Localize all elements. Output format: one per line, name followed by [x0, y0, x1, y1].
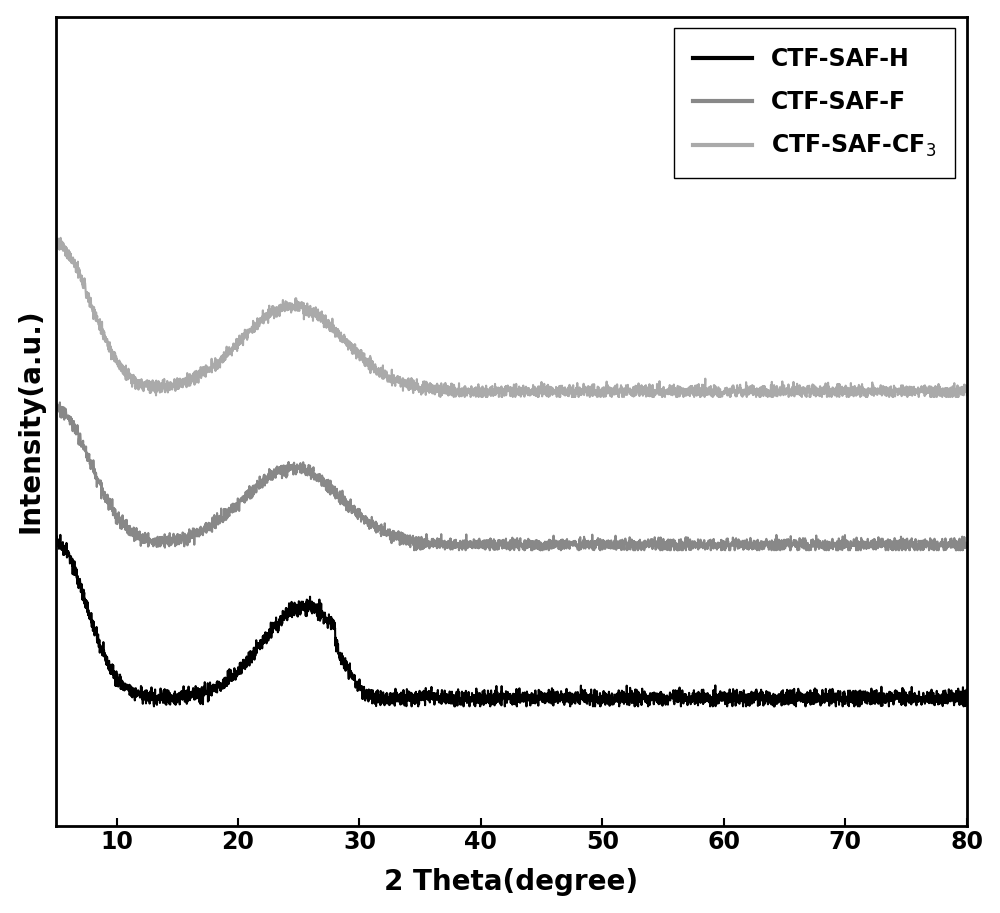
- CTF-SAF-CF$_3$: [448, 392, 460, 403]
- CTF-SAF-H: [933, 698, 945, 709]
- Line: CTF-SAF-H: CTF-SAF-H: [56, 535, 967, 707]
- CTF-SAF-F: [408, 545, 420, 556]
- Line: CTF-SAF-F: CTF-SAF-F: [56, 403, 967, 551]
- CTF-SAF-CF$_3$: [50, 236, 62, 247]
- CTF-SAF-CF$_3$: [483, 386, 495, 397]
- CTF-SAF-F: [483, 542, 495, 553]
- CTF-SAF-F: [712, 537, 724, 548]
- CTF-SAF-F: [433, 537, 445, 548]
- CTF-SAF-CF$_3$: [961, 390, 973, 401]
- Legend: CTF-SAF-H, CTF-SAF-F, CTF-SAF-CF$_3$: CTF-SAF-H, CTF-SAF-F, CTF-SAF-CF$_3$: [674, 28, 955, 178]
- CTF-SAF-H: [961, 687, 973, 698]
- CTF-SAF-CF$_3$: [933, 386, 945, 397]
- CTF-SAF-H: [440, 693, 452, 704]
- CTF-SAF-F: [933, 539, 945, 550]
- CTF-SAF-F: [961, 541, 973, 552]
- CTF-SAF-CF$_3$: [55, 232, 67, 243]
- Y-axis label: Intensity(a.u.): Intensity(a.u.): [17, 309, 45, 533]
- CTF-SAF-H: [50, 536, 62, 547]
- CTF-SAF-F: [888, 541, 900, 552]
- CTF-SAF-CF$_3$: [440, 388, 452, 399]
- CTF-SAF-H: [712, 697, 724, 708]
- CTF-SAF-CF$_3$: [888, 380, 900, 391]
- Line: CTF-SAF-CF$_3$: CTF-SAF-CF$_3$: [56, 237, 967, 397]
- CTF-SAF-F: [440, 538, 452, 549]
- CTF-SAF-H: [888, 694, 900, 705]
- CTF-SAF-H: [483, 688, 495, 699]
- CTF-SAF-H: [148, 701, 160, 712]
- CTF-SAF-H: [54, 530, 66, 540]
- CTF-SAF-CF$_3$: [712, 391, 724, 402]
- CTF-SAF-H: [433, 697, 445, 708]
- CTF-SAF-F: [54, 397, 66, 408]
- CTF-SAF-F: [50, 402, 62, 413]
- X-axis label: 2 Theta(degree): 2 Theta(degree): [384, 868, 638, 897]
- CTF-SAF-CF$_3$: [433, 386, 445, 397]
